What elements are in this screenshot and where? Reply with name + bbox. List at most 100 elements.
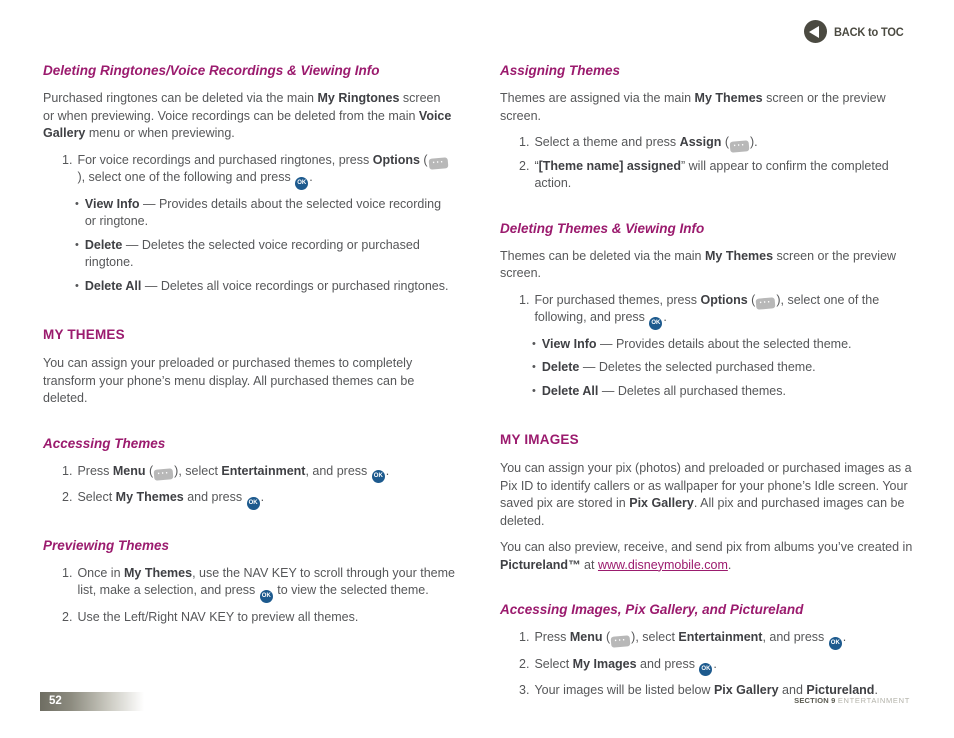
bold-text: Delete — [541, 360, 580, 374]
list-item: 1. For purchased themes, press Options (·… — [500, 292, 918, 330]
section-heading: MY THEMES — [43, 327, 125, 342]
bullet-marker: • — [532, 337, 536, 350]
text-run: ), select one of the following, and pres… — [534, 292, 880, 325]
bullet-marker: • — [75, 197, 79, 210]
list-marker: 1. — [62, 463, 73, 478]
text-run: Select — [77, 490, 116, 504]
text-run: . — [260, 490, 265, 504]
bold-text: Options — [372, 152, 420, 167]
list-item: 1. Select a theme and press Assign (···). — [500, 134, 918, 153]
list-item-text: Select a theme and press Assign (···). — [534, 134, 918, 153]
text-run: . All pix and purchased images can be de… — [500, 496, 905, 528]
list-item: 1. Once in My Themes, use the NAV KEY to … — [43, 565, 455, 603]
bold-text: Pix Gallery — [713, 683, 779, 697]
softkey-icon: ··· — [610, 634, 631, 648]
text-run: screen or the preview screen. — [500, 248, 897, 281]
paragraph: Themes are assigned via the main My Them… — [500, 90, 918, 125]
text-run: You can assign your preloaded or purchas… — [43, 356, 415, 405]
disneymobile-link[interactable]: www.disneymobile.com — [597, 557, 728, 572]
content-columns: Deleting Ringtones/Voice Recordings & Vi… — [43, 62, 918, 709]
list-marker: 1. — [519, 292, 530, 307]
text-run: Your images will be listed below — [534, 683, 714, 697]
text-run: . — [309, 170, 313, 184]
list-marker: 2. — [62, 490, 73, 504]
list-item: 3. Your images will be listed below Pix G… — [500, 682, 918, 700]
bold-text: View Info — [541, 336, 597, 351]
bold-text: Entertainment — [221, 463, 306, 478]
text-run: menu or when previewing. — [85, 126, 235, 140]
footer-section-label: SECTION 9 ENTERTAINMENT — [794, 696, 910, 705]
bold-text: Entertainment — [678, 630, 763, 644]
bold-text: Pictureland — [806, 683, 875, 697]
page-number-bar: 52 — [40, 692, 144, 711]
text-run: Themes can be deleted via the main — [500, 248, 705, 263]
numbered-list: 1. Press Menu (···), select Entertainment… — [500, 629, 918, 700]
text-run: and press — [636, 656, 699, 671]
text-run: . — [385, 463, 390, 478]
text-run: — Provides details about the selected vo… — [84, 196, 442, 229]
text-run: You can also preview, receive, and send … — [500, 540, 913, 554]
ok-key-icon: OK — [699, 663, 713, 676]
bold-text: Assign — [679, 135, 722, 149]
text-run: to view the selected theme. — [273, 583, 429, 597]
subsection-heading: Previewing Themes — [43, 537, 170, 553]
bold-text: View Info — [84, 196, 140, 211]
text-run: Select a theme and press — [534, 135, 680, 149]
text-run: . — [663, 310, 667, 324]
bullet-item: • Delete All — Deletes all purchased them… — [500, 383, 918, 401]
text-run: Select — [534, 656, 573, 671]
list-item-text: Once in My Themes, use the NAV KEY to sc… — [77, 565, 455, 603]
numbered-list: 1. Press Menu (···), select Entertainment… — [43, 463, 455, 510]
bold-text: Delete All — [541, 383, 599, 398]
bullet-item-text: Delete All — Deletes all purchased theme… — [542, 383, 918, 401]
text-run: ), select — [631, 630, 679, 644]
list-item-text: Use the Left/Right NAV KEY to preview al… — [77, 609, 455, 627]
bold-text: Menu — [569, 630, 603, 644]
text-run: ), select one of the following and press — [77, 170, 295, 184]
bold-text: Pix Gallery — [629, 496, 694, 510]
bold-text: Pictureland™ — [500, 557, 581, 572]
right-column: Assigning Themes Themes are assigned via … — [500, 62, 918, 709]
subsection-heading: Accessing Themes — [43, 435, 166, 451]
list-item: 1. Press Menu (···), select Entertainment… — [43, 463, 455, 483]
text-run: ( — [747, 292, 756, 307]
bullet-item: • Delete — Deletes the selected purchased… — [500, 359, 918, 377]
numbered-list: 1. For voice recordings and purchased rin… — [43, 152, 455, 296]
ok-key-icon: OK — [371, 470, 385, 483]
page-number: 52 — [49, 695, 62, 707]
text-run: ), select — [174, 463, 222, 478]
text-run: at — [580, 557, 598, 572]
list-marker: 1. — [519, 135, 530, 149]
text-run: Once in — [77, 565, 124, 580]
bullet-item: • View Info — Provides details about the … — [43, 196, 455, 231]
ok-key-icon: OK — [295, 176, 309, 190]
text-run: ( — [145, 463, 154, 478]
bullet-item: • Delete — Deletes the selected voice rec… — [43, 237, 455, 272]
section-heading: MY IMAGES — [500, 432, 579, 447]
back-arrow-icon — [804, 20, 828, 43]
text-run: Press — [534, 630, 570, 644]
text-run: , and press — [762, 630, 828, 644]
text-run: . — [842, 630, 847, 644]
list-item: 2. “[Theme name] assigned” will appear to… — [500, 158, 918, 193]
softkey-icon: ··· — [428, 157, 449, 170]
text-run: and press — [183, 490, 246, 504]
bold-text: Menu — [112, 463, 146, 478]
list-marker: 1. — [62, 565, 73, 580]
list-item-text: “[Theme name] assigned” will appear to c… — [534, 158, 918, 193]
text-run: , use the NAV KEY to scroll through your… — [77, 565, 455, 598]
back-to-toc-button[interactable]: BACK to TOC — [804, 20, 910, 43]
list-item: 2. Select My Themes and press OK. — [43, 489, 455, 510]
text-run: . — [874, 683, 878, 697]
paragraph: You can assign your pix (photos) and pre… — [500, 460, 918, 530]
list-item-text: Press Menu (···), select Entertainment, … — [534, 629, 918, 650]
text-run: and — [778, 683, 807, 697]
back-arrow-triangle — [809, 25, 820, 38]
list-marker: 2. — [519, 656, 530, 671]
list-marker: 2. — [62, 609, 73, 624]
softkey-icon: ··· — [153, 468, 174, 481]
ok-key-icon: OK — [246, 496, 260, 510]
list-item-text: Your images will be listed below Pix Gal… — [534, 682, 918, 700]
bullet-item-text: View Info — Provides details about the s… — [542, 336, 918, 354]
